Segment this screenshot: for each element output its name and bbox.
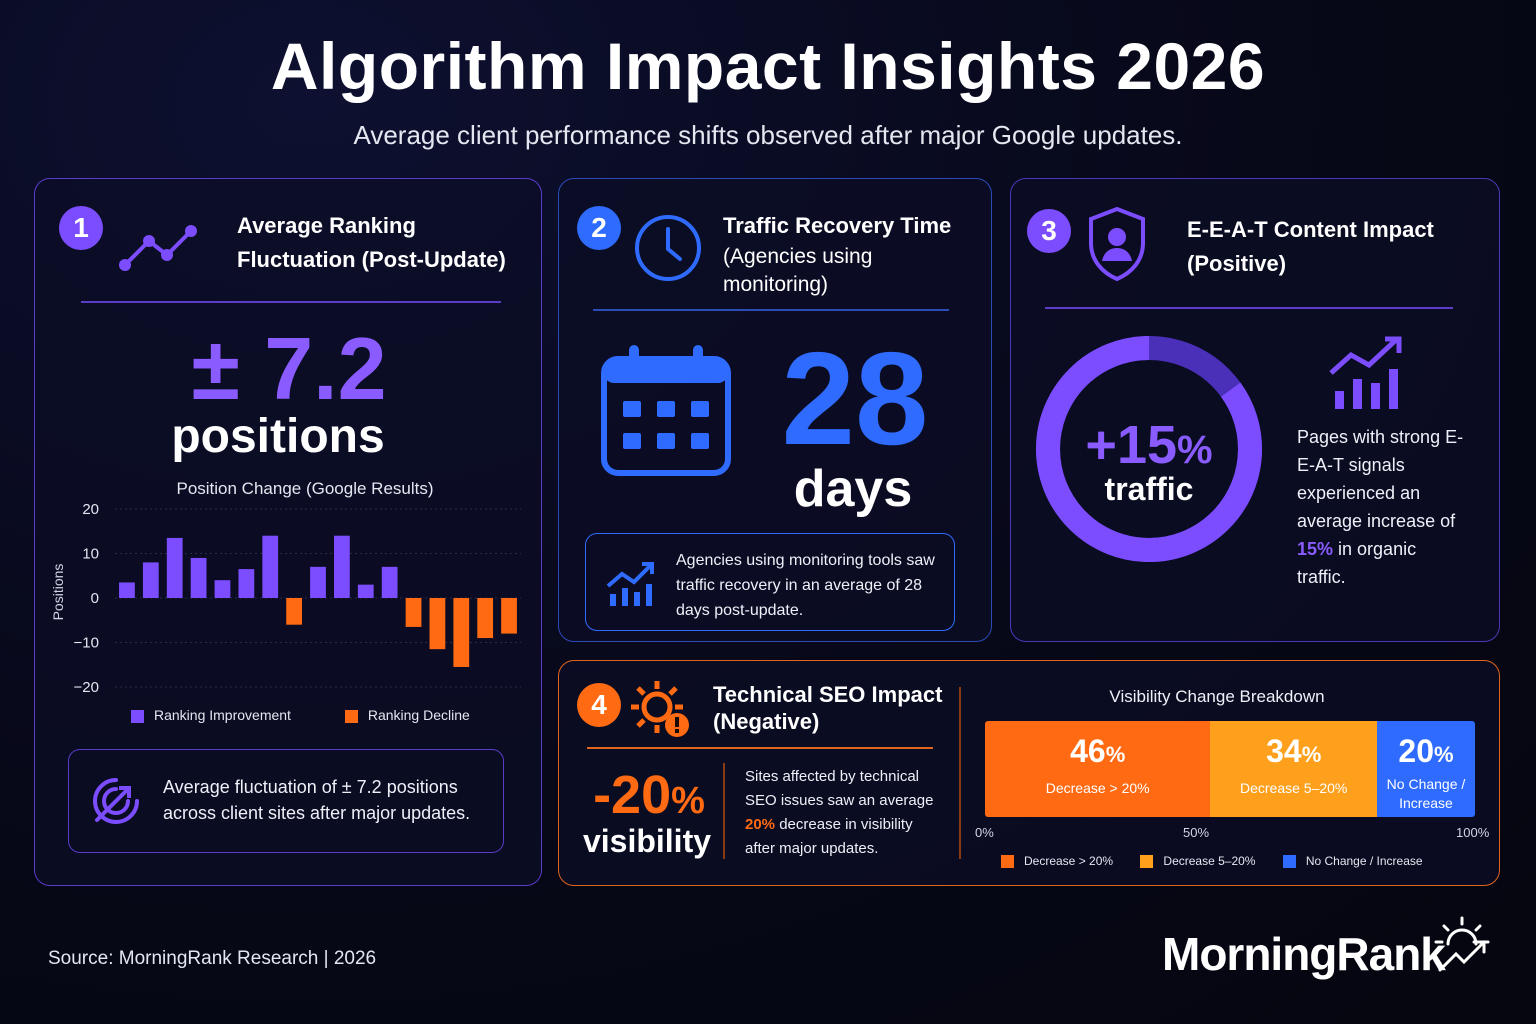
- card-number-badge: 1: [59, 206, 103, 250]
- shield-user-icon: [1089, 206, 1145, 282]
- segment-label: Decrease > 20%: [1045, 780, 1150, 796]
- page-title: Algorithm Impact Insights 2026: [270, 29, 1266, 103]
- divider: [81, 301, 501, 303]
- legend-item-no-change: No Change / Increase: [1282, 854, 1423, 869]
- position-change-chart: 20 10 0 −10 −20: [74, 501, 521, 696]
- bar-segment: 20% No Change / Increase: [1376, 721, 1475, 817]
- axis-tick-0: 0%: [975, 825, 994, 840]
- fluctuation-unit: positions: [171, 410, 385, 463]
- segment-label: Decrease 5–20%: [1239, 780, 1348, 796]
- ring-value: +15%: [1085, 415, 1213, 475]
- chart-title: Position Change (Google Results): [176, 479, 434, 498]
- segment-label: No Change / Increase: [1386, 776, 1466, 811]
- segment-value: 20%: [1398, 733, 1454, 769]
- card-number-badge: 2: [577, 206, 621, 250]
- card-technical-seo: 4 Technical SEO Impact (Negative) -20% v…: [558, 660, 1500, 886]
- segment-value: 46%: [1070, 733, 1126, 769]
- bar-improvement: [262, 535, 279, 598]
- visibility-stacked-bar: 46% Decrease > 20% 34% Decrease 5–20% 20% No …: [985, 721, 1475, 817]
- chart-legend: Ranking Improvement Ranking Decline: [131, 707, 470, 723]
- y-tick-label: −10: [74, 635, 99, 652]
- axis-tick-50: 50%: [1183, 825, 1210, 840]
- bar-segment: 34% Decrease 5–20%: [1210, 721, 1377, 817]
- legend-item-decline: Ranking Decline: [344, 707, 470, 723]
- page-subtitle: Average client performance shifts observ…: [353, 120, 1183, 150]
- note-text: Agencies using monitoring tools saw traf…: [676, 552, 935, 619]
- bar-decline: [501, 598, 517, 634]
- traffic-ring-chart: [1036, 336, 1262, 562]
- note-text: Average fluctuation of ± 7.2 positions a…: [163, 777, 471, 823]
- source-note: Source: MorningRank Research | 2026: [48, 948, 377, 969]
- segment-value: 34%: [1266, 733, 1322, 769]
- y-tick-label: −20: [74, 679, 99, 696]
- bar-improvement: [190, 557, 207, 598]
- y-axis-label: Positions: [50, 563, 66, 621]
- bar-improvement: [214, 580, 231, 598]
- calendar-icon: [601, 345, 731, 476]
- eeat-description: Pages with strong E-E-A-T signals experi…: [1297, 427, 1464, 587]
- bar-decline: [453, 598, 470, 667]
- brand-name: MorningRank: [1162, 928, 1446, 980]
- card-number-badge: 3: [1027, 209, 1071, 253]
- divider: [587, 747, 933, 749]
- bar-improvement: [357, 584, 374, 598]
- breakdown-legend: Decrease > 20% Decrease 5–20% No Change …: [1001, 854, 1423, 869]
- card-ranking-fluctuation: 1 Average Ranking Fluctuation (Post-Upda…: [34, 178, 542, 886]
- ring-unit: traffic: [1104, 471, 1194, 507]
- bar-improvement: [238, 569, 255, 598]
- bar-growth-icon: [1329, 336, 1402, 409]
- card-title: E-E-A-T Content Impact (Positive): [1187, 217, 1434, 276]
- section-divider: [959, 687, 961, 859]
- visibility-unit: visibility: [582, 823, 712, 859]
- clock-icon: [635, 215, 701, 281]
- bar-decline: [477, 598, 494, 639]
- bar-decline: [429, 598, 446, 650]
- bar-improvement: [166, 537, 183, 598]
- legend-item-improvement: Ranking Improvement: [131, 707, 291, 723]
- card-number-badge: 4: [577, 683, 621, 727]
- bar-improvement: [119, 582, 135, 598]
- bar-improvement: [310, 566, 326, 598]
- breakdown-title: Visibility Change Breakdown: [1109, 687, 1325, 706]
- visibility-value: -20%: [593, 765, 705, 825]
- legend-item-decrease-20: Decrease > 20%: [1001, 854, 1113, 869]
- gear-warning-icon: [631, 681, 689, 737]
- legend-item-decrease-5-20: Decrease 5–20%: [1140, 854, 1255, 869]
- trend-line-icon: [119, 225, 197, 271]
- y-tick-label: 0: [91, 590, 99, 607]
- bar-improvement: [142, 562, 159, 598]
- card-eeat-impact: 3 E-E-A-T Content Impact (Positive) +15%…: [1010, 178, 1500, 642]
- growth-chart-icon: [606, 562, 654, 606]
- vertical-divider: [723, 763, 725, 859]
- card-title: Technical SEO Impact (Negative): [713, 682, 943, 734]
- bar-improvement: [334, 535, 350, 598]
- fluctuation-note: Average fluctuation of ± 7.2 positions a…: [68, 749, 504, 853]
- bar-segment: 46% Decrease > 20%: [985, 721, 1211, 817]
- technical-description: Sites affected by technical SEO issues s…: [745, 768, 934, 857]
- fluctuation-value: ± 7.2: [191, 319, 387, 418]
- bar-improvement: [381, 566, 398, 598]
- recovery-days-value: 28: [781, 325, 929, 472]
- y-tick-label: 10: [82, 546, 99, 563]
- y-tick-label: 20: [82, 501, 99, 518]
- bar-decline: [286, 598, 302, 625]
- card-title: Average Ranking Fluctuation (Post-Update…: [237, 213, 506, 272]
- recovery-days-unit: days: [793, 460, 913, 518]
- axis-tick-100: 100%: [1456, 825, 1490, 840]
- recovery-note: Agencies using monitoring tools saw traf…: [585, 533, 955, 631]
- divider: [593, 309, 949, 311]
- bar-decline: [405, 598, 422, 627]
- card-title: Traffic Recovery Time (Agencies using mo…: [723, 213, 952, 296]
- sunrise-arrow-icon: [1434, 916, 1490, 972]
- target-arrow-icon: [93, 778, 139, 824]
- brand-logo: MorningRank: [1162, 916, 1492, 986]
- card-traffic-recovery: 2 Traffic Recovery Time (Agencies using …: [558, 178, 992, 642]
- divider: [1045, 307, 1453, 309]
